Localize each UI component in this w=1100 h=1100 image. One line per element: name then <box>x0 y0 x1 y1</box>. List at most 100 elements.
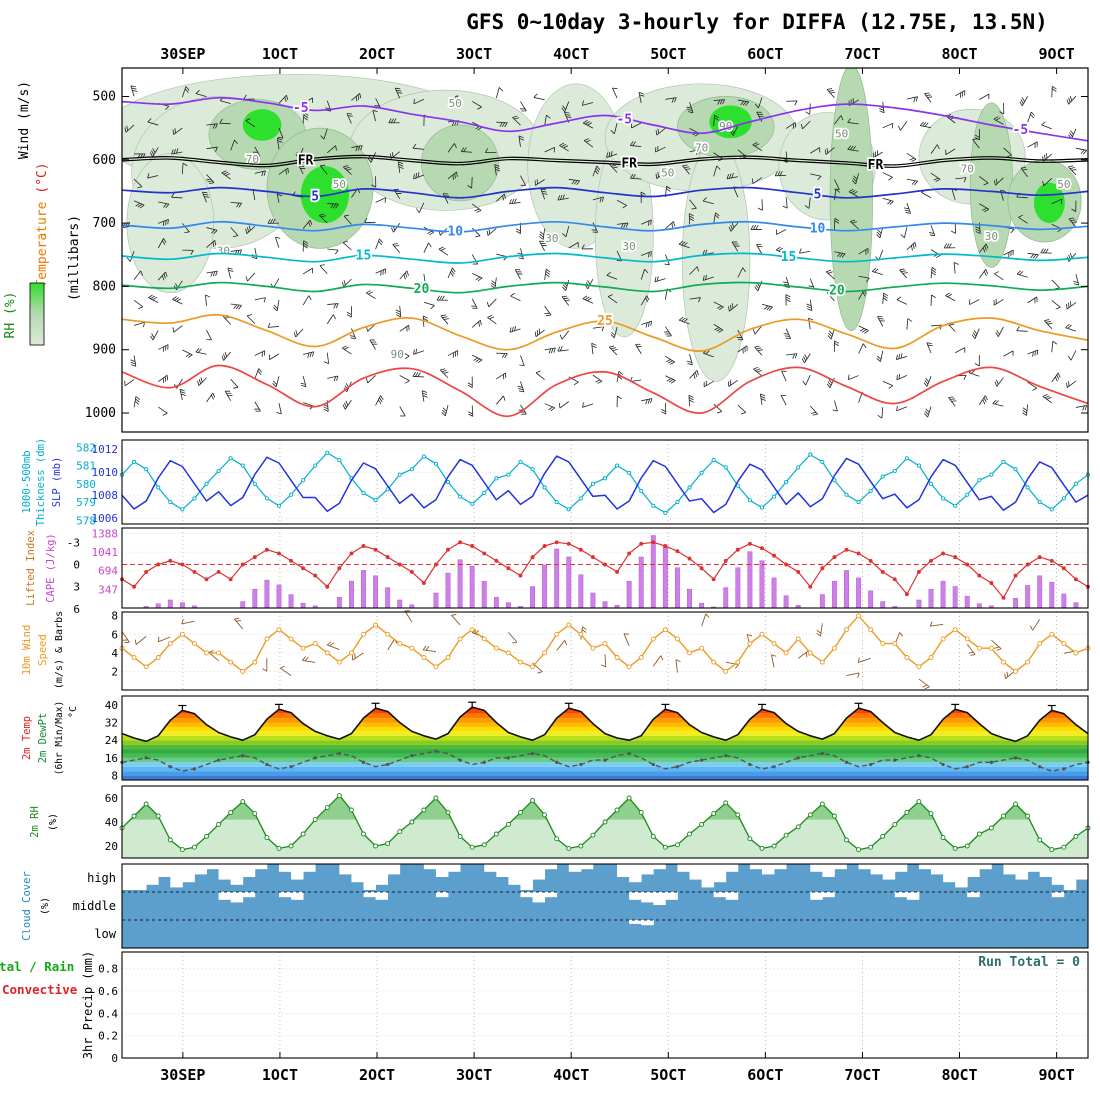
svg-text:20: 20 <box>414 282 430 297</box>
rh-shading-and-contours: 30 30 30 30 50 50 50 50 50 70 70 70 90 90 -5 -5 -5 FR FR FR… <box>122 68 1088 419</box>
svg-text:500: 500 <box>93 89 116 104</box>
svg-text:Lifted Index: Lifted Index <box>25 530 37 606</box>
svg-text:70: 70 <box>246 153 259 166</box>
svg-text:1OCT: 1OCT <box>262 45 298 63</box>
temp-dewpoint-panel: 40 32 24 16 8 2m Temp 2m DewPt (6hr Min/Max) °C <box>21 695 1090 783</box>
svg-text:694: 694 <box>98 565 118 578</box>
svg-text:4: 4 <box>111 647 118 660</box>
svg-text:Total / Rain: Total / Rain <box>0 959 74 974</box>
svg-text:1000-500mb: 1000-500mb <box>21 450 33 513</box>
svg-text:24: 24 <box>105 734 119 747</box>
svg-text:7OCT: 7OCT <box>844 45 880 63</box>
svg-text:15: 15 <box>356 248 372 263</box>
svg-text:(6hr Min/Max): (6hr Min/Max) <box>54 701 65 775</box>
svg-text:-5: -5 <box>1013 123 1029 138</box>
svg-text:25: 25 <box>597 314 613 329</box>
svg-text:30SEP: 30SEP <box>160 1066 205 1084</box>
svg-text:347: 347 <box>98 583 118 596</box>
svg-text:3OCT: 3OCT <box>456 45 492 63</box>
svg-text:low: low <box>94 927 116 941</box>
svg-text:1012: 1012 <box>92 443 119 456</box>
svg-text:1OCT: 1OCT <box>262 1066 298 1084</box>
svg-text:(m/s) & Barbs: (m/s) & Barbs <box>54 611 65 689</box>
svg-text:8: 8 <box>111 610 118 623</box>
svg-text:Cloud Cover: Cloud Cover <box>21 871 33 941</box>
svg-text:32: 32 <box>105 717 118 730</box>
svg-text:7OCT: 7OCT <box>844 1066 880 1084</box>
svg-text:16: 16 <box>105 752 118 765</box>
svg-text:2m RH: 2m RH <box>29 806 41 838</box>
svg-text:Run Total = 0: Run Total = 0 <box>978 955 1080 970</box>
svg-text:2OCT: 2OCT <box>359 1066 395 1084</box>
svg-text:30: 30 <box>217 245 230 258</box>
svg-text:10m Wind: 10m Wind <box>21 625 33 676</box>
svg-text:10: 10 <box>810 221 826 236</box>
svg-text:°C: °C <box>68 706 79 718</box>
svg-text:582: 582 <box>76 441 96 454</box>
wind10m-panel: 8 6 4 2 10m Wind Speed (m/s) & Barbs <box>21 610 1091 691</box>
svg-text:20: 20 <box>105 840 118 853</box>
svg-text:Speed: Speed <box>37 634 49 666</box>
cloud-cover-panel: high middle low Cloud Cover (%) <box>21 863 1089 949</box>
cape-li-panel: -3 0 3 6 1388 1041 694 347 Lifted Index CAPE (J/k… <box>25 527 1090 616</box>
svg-text:40: 40 <box>105 699 118 712</box>
svg-text:50: 50 <box>1057 178 1070 191</box>
svg-text:1388: 1388 <box>92 527 119 540</box>
svg-text:5: 5 <box>814 188 822 203</box>
slp-thickness-panel: 582 581 580 579 578 1012 1010 1008 1006 1000-500m… <box>21 438 1091 527</box>
svg-text:middle: middle <box>73 899 116 913</box>
rh2m-panel: 60 40 20 2m RH (%) <box>29 785 1091 859</box>
svg-text:800: 800 <box>93 279 116 294</box>
svg-text:Thickness (dm): Thickness (dm) <box>35 438 47 527</box>
svg-text:15: 15 <box>781 250 797 265</box>
svg-text:6: 6 <box>111 628 118 641</box>
svg-text:2: 2 <box>111 665 118 678</box>
svg-text:4OCT: 4OCT <box>553 45 589 63</box>
svg-text:FR: FR <box>868 158 884 173</box>
x-axis-top: 30SEP 1OCT 2OCT 3OCT 4OCT 5OCT 6OCT 7OCT 8OCT 9OC… <box>160 45 1075 74</box>
svg-text:580: 580 <box>76 478 96 491</box>
svg-text:6OCT: 6OCT <box>747 45 783 63</box>
svg-text:1010: 1010 <box>92 466 119 479</box>
svg-text:900: 900 <box>93 343 116 358</box>
svg-text:4OCT: 4OCT <box>553 1066 589 1084</box>
svg-text:578: 578 <box>76 514 96 527</box>
svg-text:FR: FR <box>298 153 314 168</box>
svg-text:8OCT: 8OCT <box>941 45 977 63</box>
svg-text:Wind (m/s): Wind (m/s) <box>17 81 32 159</box>
svg-text:FR: FR <box>621 156 637 171</box>
svg-text:1000: 1000 <box>85 406 116 421</box>
svg-text:3hr Precip (mm): 3hr Precip (mm) <box>81 951 95 1059</box>
svg-text:-5: -5 <box>293 101 309 116</box>
svg-text:50: 50 <box>835 127 848 140</box>
svg-text:5OCT: 5OCT <box>650 45 686 63</box>
svg-text:0.8: 0.8 <box>98 963 118 976</box>
svg-text:50: 50 <box>449 97 462 110</box>
svg-text:CAPE (J/kg): CAPE (J/kg) <box>45 533 57 603</box>
svg-text:3: 3 <box>73 581 80 594</box>
svg-text:30SEP: 30SEP <box>160 45 205 63</box>
svg-text:1008: 1008 <box>92 489 119 502</box>
svg-text:-3: -3 <box>67 536 80 549</box>
svg-text:581: 581 <box>76 460 96 473</box>
svg-text:90: 90 <box>719 120 732 133</box>
svg-text:10: 10 <box>447 225 463 240</box>
svg-text:2m Temp: 2m Temp <box>21 716 33 760</box>
svg-text:6: 6 <box>73 603 80 616</box>
svg-text:579: 579 <box>76 496 96 509</box>
svg-text:30: 30 <box>545 232 558 245</box>
svg-text:8OCT: 8OCT <box>941 1066 977 1084</box>
svg-text:70: 70 <box>695 141 708 154</box>
svg-text:-5: -5 <box>616 112 632 127</box>
svg-text:(%): (%) <box>40 897 51 915</box>
svg-text:Temperature (°C): Temperature (°C) <box>35 162 50 287</box>
precip-panel: 0.8 0.6 0.4 0.2 0 Run Total = 0 Total / Rain Co… <box>0 951 1089 1065</box>
svg-text:0.2: 0.2 <box>98 1030 118 1043</box>
svg-text:50: 50 <box>661 167 674 180</box>
svg-text:2OCT: 2OCT <box>359 45 395 63</box>
svg-text:6OCT: 6OCT <box>747 1066 783 1084</box>
chart-title: GFS 0~10day 3-hourly for DIFFA (12.75E, … <box>466 10 1048 34</box>
svg-text:(%): (%) <box>48 813 59 831</box>
